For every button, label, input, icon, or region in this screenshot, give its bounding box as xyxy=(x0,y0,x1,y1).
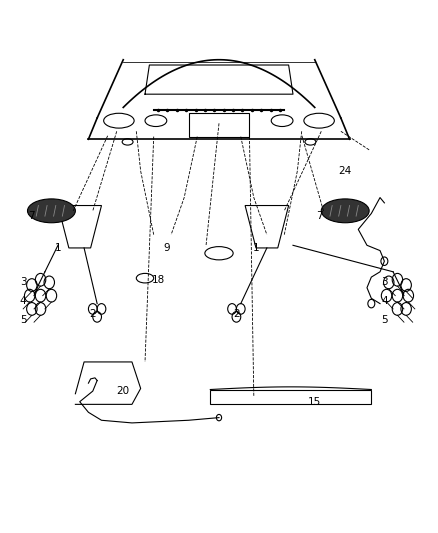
Text: 24: 24 xyxy=(339,166,352,176)
Text: 2: 2 xyxy=(89,309,96,319)
Text: 15: 15 xyxy=(308,397,321,407)
Text: 7: 7 xyxy=(28,211,35,221)
Text: 20: 20 xyxy=(117,386,130,396)
Ellipse shape xyxy=(28,199,75,223)
Text: 7: 7 xyxy=(316,211,322,221)
Text: 4: 4 xyxy=(20,296,26,306)
Text: 4: 4 xyxy=(381,296,388,306)
Text: 3: 3 xyxy=(381,277,388,287)
Text: 5: 5 xyxy=(381,314,388,325)
Text: 18: 18 xyxy=(152,274,165,285)
Text: 9: 9 xyxy=(163,243,170,253)
Ellipse shape xyxy=(321,199,369,223)
Text: 5: 5 xyxy=(20,314,26,325)
Text: 3: 3 xyxy=(20,277,26,287)
Text: 1: 1 xyxy=(55,243,61,253)
Text: 1: 1 xyxy=(253,243,259,253)
Text: 2: 2 xyxy=(233,309,240,319)
